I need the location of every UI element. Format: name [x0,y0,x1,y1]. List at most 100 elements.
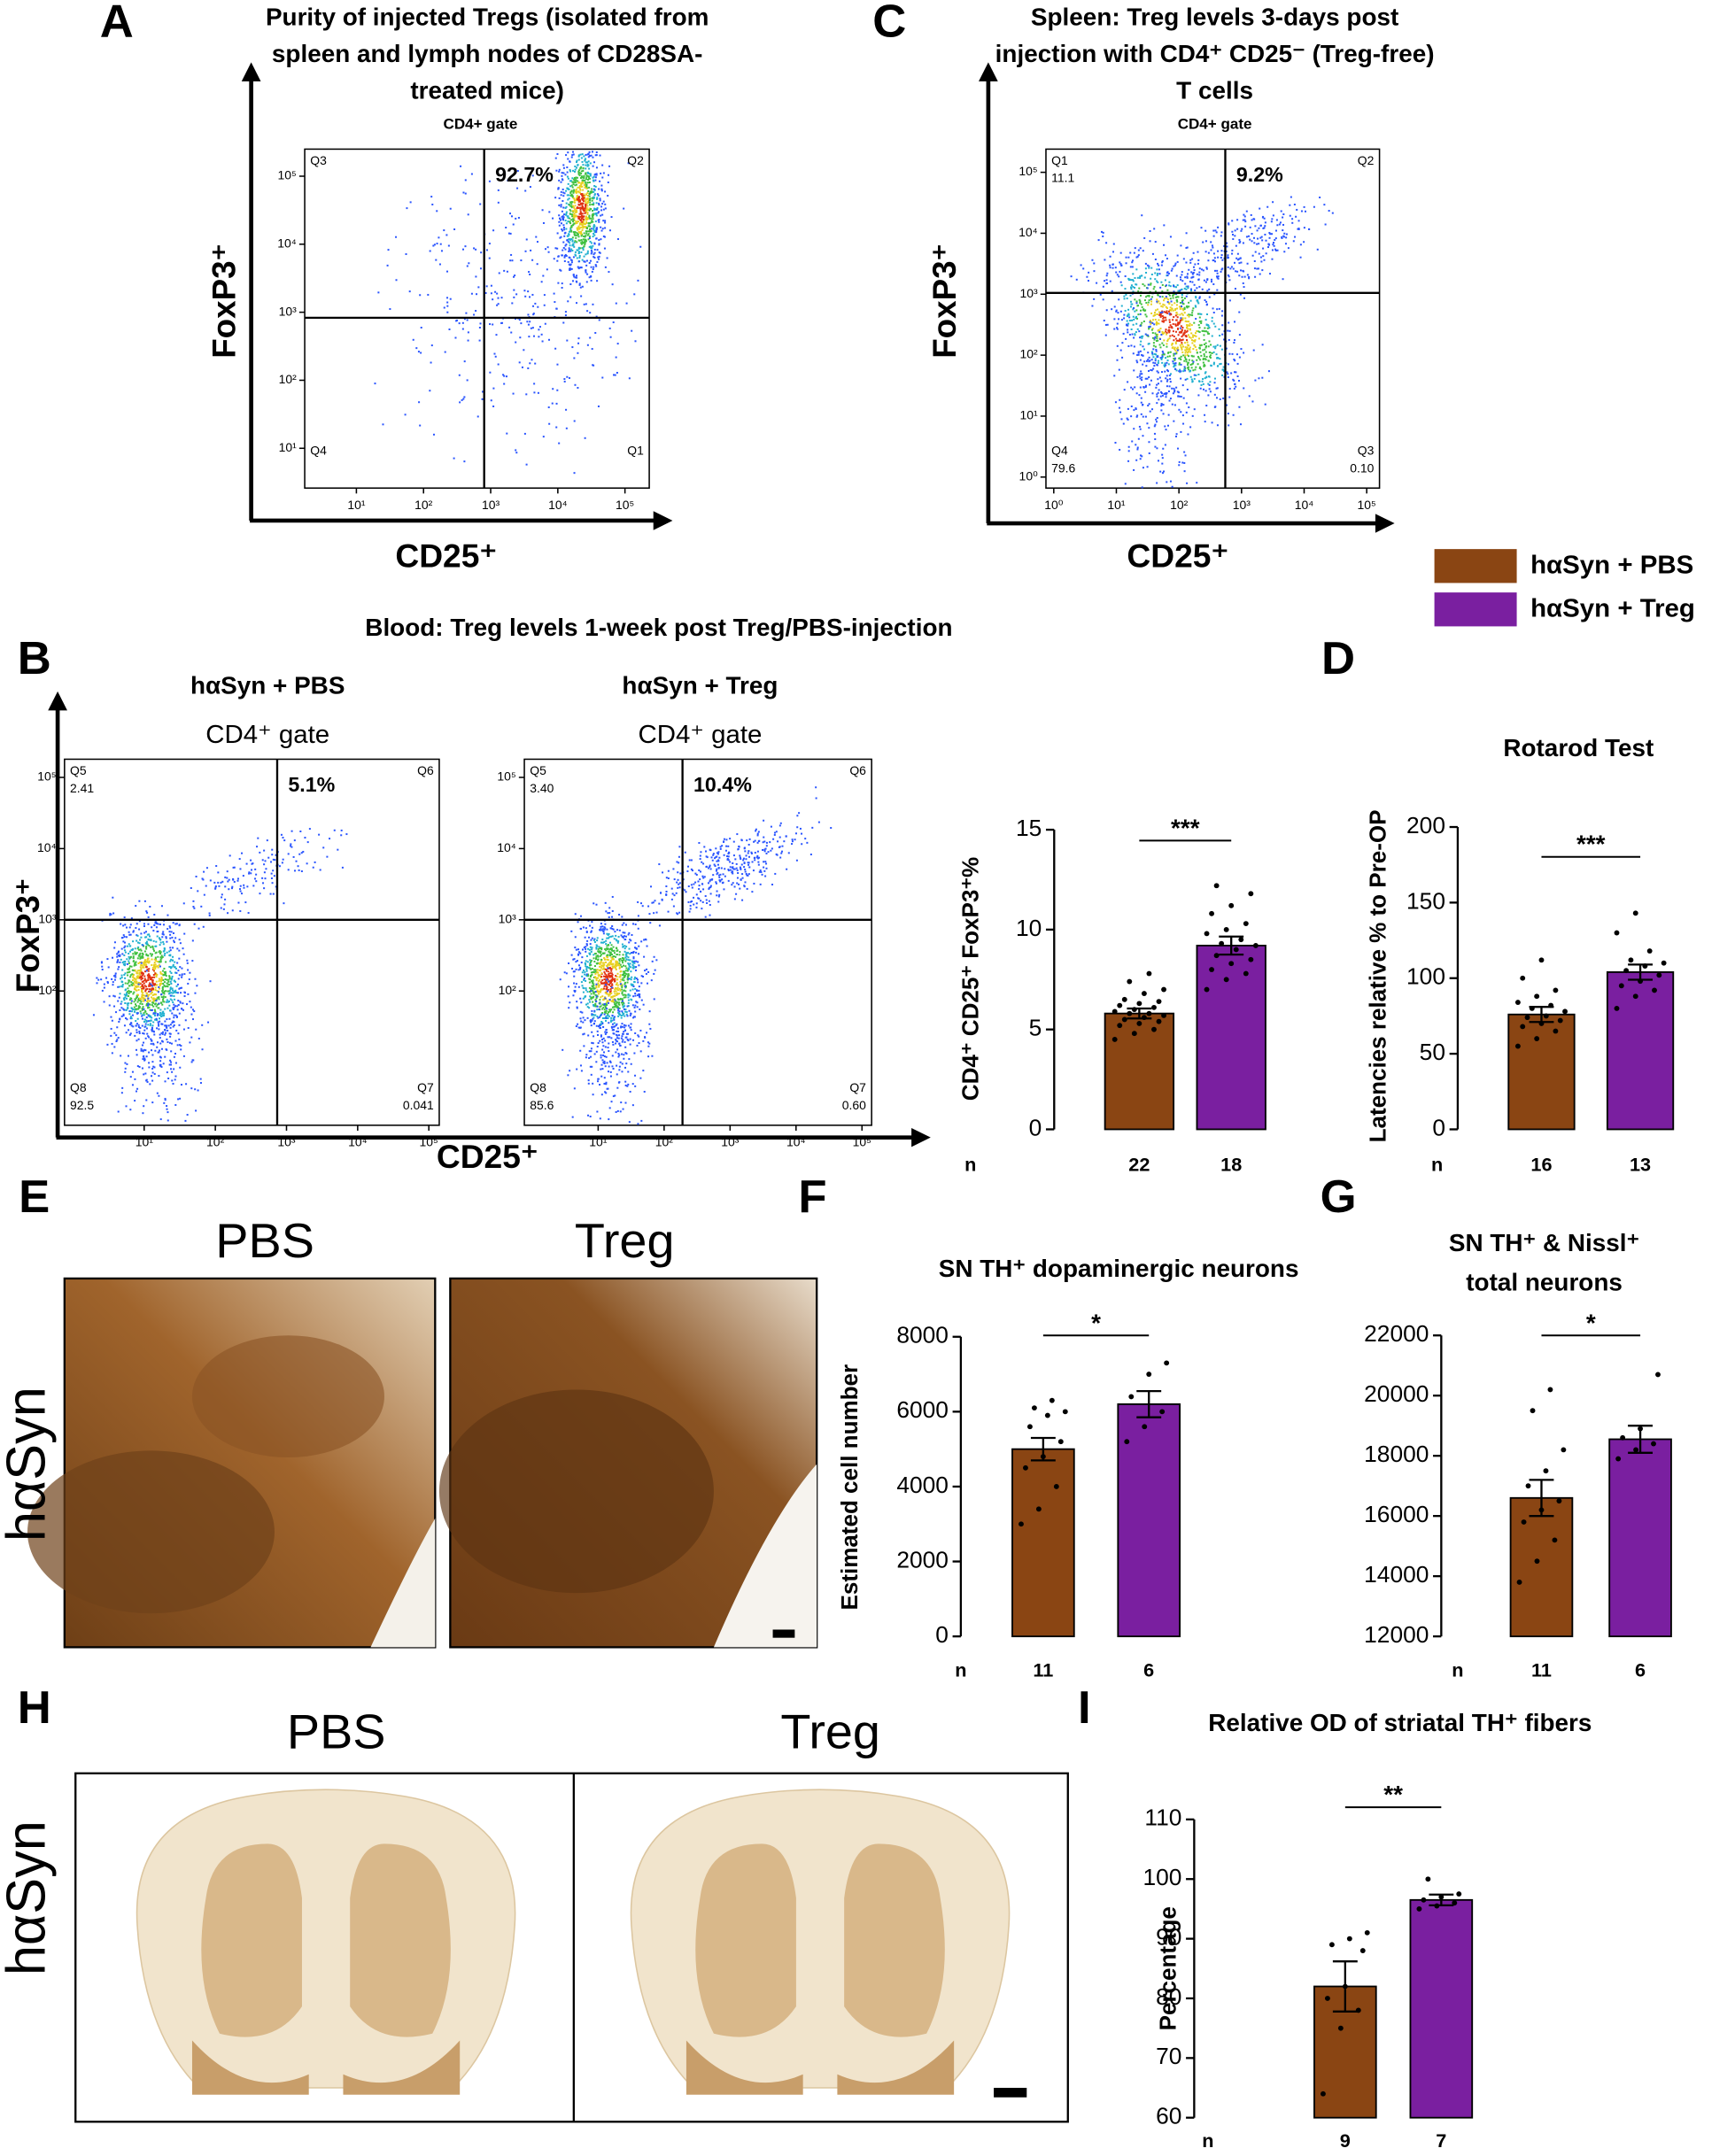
flow-event [1194,290,1196,291]
flow-event [326,856,328,858]
flow-event [1161,454,1163,456]
flow-event [1253,219,1255,220]
flow-event [183,954,185,955]
flow-event [587,344,589,346]
flow-event [598,195,600,197]
flow-event [1275,230,1277,232]
flow-event [620,970,622,972]
flow-event [288,853,290,854]
flow-event [598,1042,600,1044]
flow-event [179,1044,181,1046]
flow-event [156,1006,158,1008]
flow-event [151,1068,153,1070]
flow-event [143,1057,145,1059]
x-tick-label: 10¹ [136,1135,154,1149]
flow-event [592,938,593,939]
flow-event [1205,405,1207,406]
flow-event [1234,321,1235,322]
flow-event [123,999,125,1001]
flow-event [562,287,563,289]
flow-event [150,947,151,948]
flow-event [1162,318,1164,320]
flow-event [1216,308,1218,310]
flow-event [1205,390,1207,391]
flow-event [1142,416,1144,418]
flow-event [1139,426,1141,428]
flow-event [1155,346,1157,348]
flow-event [1166,369,1168,371]
flow-event [415,347,417,349]
flow-event [168,1024,170,1026]
flow-event [237,877,239,879]
flow-event [1175,338,1177,340]
flow-event [506,375,507,377]
flow-event [597,249,599,251]
flow-event [171,1022,173,1024]
flow-event [1228,222,1229,224]
flow-event [267,857,269,859]
flow-event [631,984,632,985]
flow-event [174,1104,176,1106]
flow-event [125,983,127,985]
flow-event [598,221,600,223]
flow-event [1191,282,1193,283]
flow-event [531,328,532,329]
flow-event [587,190,589,192]
flow-event [583,197,585,199]
flow-event [155,987,157,989]
flow-event [638,928,639,930]
flow-event [566,376,568,378]
flow-event [1243,298,1245,299]
flow-event [152,1031,154,1032]
flow-event [1238,239,1240,241]
flow-event [164,981,166,983]
flow-event [1153,345,1155,347]
flow-event [1188,367,1189,368]
flow-event [601,939,603,940]
flow-event [1282,224,1284,226]
flow-event [1128,316,1130,318]
flow-event [528,324,530,326]
flow-event [591,250,593,251]
flow-event [382,423,383,425]
flow-event [1175,387,1177,389]
flow-event [1203,359,1204,360]
flow-event [1228,363,1229,365]
flow-event [1229,299,1231,301]
flow-event [579,174,581,176]
flow-event [1251,400,1253,402]
flow-event [1187,346,1189,348]
flow-event [151,1027,153,1029]
flow-event [1163,244,1165,246]
flow-event [159,923,161,925]
flow-event [1166,284,1167,286]
flow-event [161,905,163,907]
flow-event [600,209,602,211]
flow-event [154,968,156,970]
flow-event [635,966,637,968]
flow-event [542,209,544,211]
flow-event [1173,363,1175,365]
flow-event [271,877,273,879]
flow-event [1172,360,1173,362]
flow-event [243,887,244,889]
flow-event [1124,389,1126,390]
flow-event [1150,267,1152,269]
flow-event [1205,240,1207,242]
flow-event [1222,369,1224,371]
flow-event [251,863,252,865]
flow-event [558,443,560,444]
flow-event [128,979,129,981]
flow-event [1167,359,1169,361]
flow-event [625,959,627,961]
flow-event [1198,279,1200,281]
flow-event [583,926,585,928]
flow-event [1166,313,1168,314]
flow-event [564,174,566,175]
flow-event [1157,273,1158,274]
flow-event [1235,270,1236,272]
flow-event [1254,380,1256,382]
flow-event [585,184,587,186]
flow-event [1184,342,1186,344]
flow-event [175,972,177,974]
